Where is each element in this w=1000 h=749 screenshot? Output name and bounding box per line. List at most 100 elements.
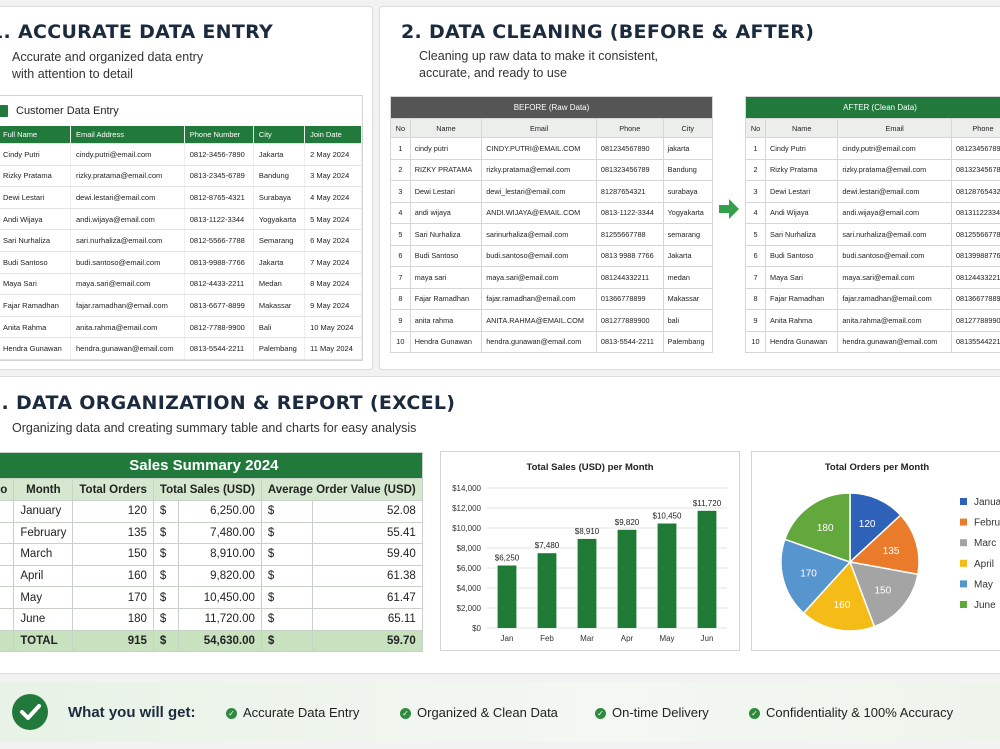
table-cell: 0813 9988 7766 [595, 244, 664, 267]
table-cell: 0813-9988-7766 [184, 251, 254, 274]
table-cell: dewi.lestari@email.com [70, 186, 185, 209]
column-header: Join Date [304, 126, 362, 144]
pie-slice [802, 560, 876, 632]
bar [697, 510, 717, 628]
table-cell: medan [662, 266, 714, 289]
table-cell: hendra.gunawan@email.com [837, 330, 952, 353]
table-row: 3March150$8,910.00$59.40 [0, 543, 423, 566]
bar-chart-title: Total Sales (USD) per Month [526, 462, 654, 473]
table-cell: 7 May 2024 [304, 251, 362, 274]
table-cell: 0813-5544-2211 [595, 330, 664, 353]
table-cell: hendra.gunawan@email.com [70, 337, 185, 360]
table-cell: 4 [0, 564, 15, 588]
pie-chart-card: Total Orders per Month 120 135 150 160 170 18… [751, 451, 1000, 651]
table-cell: $ [260, 500, 313, 523]
table-cell: 160 [72, 564, 154, 588]
table-cell: 59.40 [311, 543, 423, 566]
y-tick-label: $8,000 [457, 544, 482, 553]
section2-title: 2. DATA CLEANING (BEFORE & AFTER) [401, 21, 815, 43]
table-cell: sari.nurhaliza@email.com [70, 229, 185, 252]
table-cell: maya sari [409, 266, 483, 289]
table-row: 2February135$7,480.00$55.41 [0, 521, 423, 545]
bar [657, 523, 677, 628]
table-cell: maya.sari@email.com [837, 266, 952, 289]
table-cell: Rizky Pratama [0, 165, 72, 188]
table-cell: 135 [72, 521, 154, 545]
table-cell: 0812-4433-2211 [184, 273, 254, 296]
table-cell: March [13, 543, 74, 566]
table-cell: 0812-7788-9900 [184, 316, 254, 339]
table-cell: $ [260, 543, 313, 566]
table-cell: 8 May 2024 [304, 273, 362, 296]
table-cell [0, 629, 15, 653]
table-cell: fajar.ramadhan@email.com [481, 287, 597, 310]
table-cell: TOTAL [13, 629, 74, 653]
table-row: 9 Anita Rahma anita.rahma@email.com 0812778… [744, 309, 1000, 332]
section3-title: 3. DATA ORGANIZATION & REPORT (EXCEL) [0, 392, 456, 414]
table-cell: sarinurhaliza@email.com [481, 223, 597, 246]
legend-label: April [974, 559, 994, 570]
table-cell: maya.sari@email.com [70, 273, 185, 296]
table-cell: 081244332211 [950, 266, 1000, 289]
column-header: Phone Number [184, 126, 254, 144]
table-cell: budi.santoso@email.com [837, 244, 952, 267]
table-cell: 11,720.00 [177, 607, 262, 631]
pie-chart-title: Total Orders per Month [824, 462, 930, 473]
table-cell: budi.santoso@email.com [70, 251, 185, 274]
before-caption: BEFORE (Raw Data) [390, 96, 713, 119]
table-cell: anita.rahma@email.com [837, 309, 952, 332]
table-cell: 01366778899 [595, 287, 664, 310]
table-cell: Cindy Putri [765, 137, 839, 160]
table-cell: Makassar [253, 294, 306, 317]
y-tick-label: $4,000 [457, 584, 482, 593]
table-cell: 6 May 2024 [304, 229, 362, 252]
data-label: $8,910 [575, 527, 600, 536]
table-cell: 0813-1122-3344 [184, 208, 254, 231]
table-cell: 6,250.00 [177, 500, 262, 523]
table-cell: Palembang [253, 337, 306, 360]
legend-label: May [974, 579, 993, 590]
table-cell: Bandung [662, 158, 714, 181]
table-cell: 2 [390, 158, 411, 181]
table-cell: $ [152, 500, 179, 523]
footer-item-2: ✓ Organized & Clean Data [400, 705, 558, 720]
table-cell: ANDI.WIJAYA@EMAIL.COM [481, 201, 597, 224]
data-label: $11,720 [693, 499, 722, 508]
table-cell: Hendra Gunawan [765, 330, 839, 353]
table-cell: 180 [72, 607, 154, 631]
table-row: Dewi Lestari dewi.lestari@email.com 0812-8… [0, 186, 362, 209]
section1-subtitle: Accurate and organized data entry with a… [12, 50, 204, 81]
table-row: 1January120$6,250.00$52.08 [0, 500, 423, 523]
big-check-icon [12, 694, 48, 730]
table-cell: 081323456789 [950, 158, 1000, 181]
table-cell: 6 [390, 244, 411, 267]
table-row: 5 Sari Nurhaliza sari.nurhaliza@email.com 0… [744, 223, 1000, 246]
table-row: Cindy Putri cindy.putri@email.com 0812-345… [0, 143, 362, 166]
table-cell: sari.nurhaliza@email.com [837, 223, 952, 246]
table-cell: $ [152, 586, 179, 609]
table-cell: Hendra Gunawan [409, 330, 483, 353]
slice-label: 120 [859, 519, 876, 530]
x-tick-label: May [659, 634, 674, 643]
y-tick-label: $0 [472, 624, 481, 633]
table-cell: Bali [253, 316, 306, 339]
footer-banner: What you will get: ✓ Accurate Data Entry … [0, 682, 1000, 742]
table-cell: rizky.pratama@email.com [70, 165, 185, 188]
table-cell: surabaya [662, 180, 714, 203]
check-icon: ✓ [226, 708, 237, 720]
table-cell: 61.47 [311, 586, 423, 609]
table-cell: 081244332211 [595, 266, 664, 289]
table-row: 6 Budi Santoso budi.santoso@email.com 08139… [744, 244, 1000, 267]
sheet-icon [0, 105, 8, 117]
table-cell: June [13, 607, 74, 631]
table-cell: maya.sari@email.com [481, 266, 597, 289]
table-cell: $ [152, 564, 179, 588]
y-tick-label: $2,000 [457, 604, 482, 613]
section2-subtitle: Cleaning up raw data to make it consiste… [419, 49, 659, 80]
column-header: Name [409, 118, 483, 138]
table-cell: 170 [72, 586, 154, 609]
table-cell: Budi Santoso [0, 251, 72, 274]
card-header: Customer Data Entry [0, 96, 362, 126]
x-tick-label: Feb [540, 634, 554, 643]
legend-label: Janua [974, 497, 1000, 508]
